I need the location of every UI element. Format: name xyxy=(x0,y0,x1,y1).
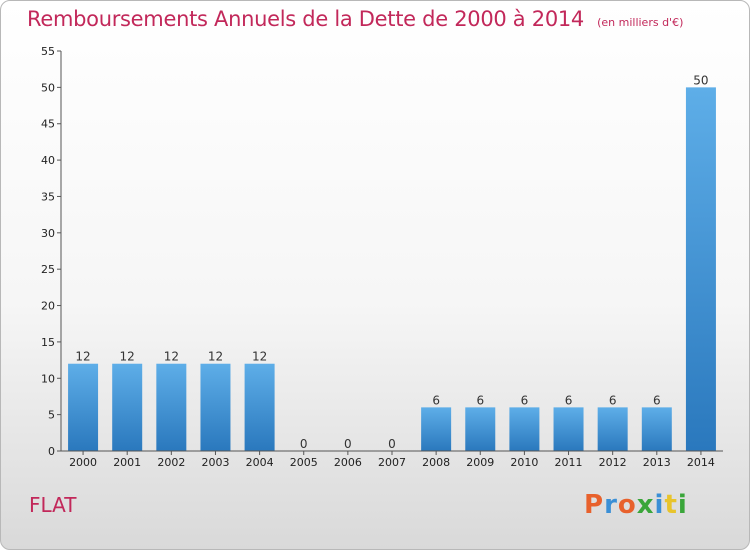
logo-letter: t xyxy=(664,490,678,520)
bar xyxy=(685,87,716,451)
x-tick-label: 2010 xyxy=(510,456,538,469)
bar-value-label: 6 xyxy=(476,393,484,407)
x-tick-label: 2002 xyxy=(157,456,185,469)
logo-letter: x xyxy=(636,490,655,520)
bar-value-label: 6 xyxy=(565,393,573,407)
commune-name: FLAT xyxy=(29,493,77,517)
bar-value-label: 50 xyxy=(693,73,708,87)
chart-subtitle: (en milliers d'€) xyxy=(597,16,684,29)
y-tick-label: 0 xyxy=(48,445,55,458)
x-tick-label: 2014 xyxy=(687,456,715,469)
logo-letter: i xyxy=(677,490,688,520)
x-tick-label: 2006 xyxy=(334,456,362,469)
bar-value-label: 12 xyxy=(120,350,135,364)
y-tick-label: 35 xyxy=(41,190,55,203)
y-tick-label: 15 xyxy=(41,336,55,349)
bar-value-label: 12 xyxy=(252,350,267,364)
x-tick-label: 2003 xyxy=(201,456,229,469)
x-tick-label: 2005 xyxy=(290,456,318,469)
x-tick-label: 2007 xyxy=(378,456,406,469)
y-tick-label: 10 xyxy=(41,372,55,385)
bar-value-label: 0 xyxy=(300,437,308,451)
y-tick-label: 45 xyxy=(41,118,55,131)
bar-value-label: 6 xyxy=(609,393,617,407)
x-tick-label: 2004 xyxy=(246,456,274,469)
bar xyxy=(509,407,540,451)
y-tick-label: 40 xyxy=(41,154,55,167)
y-tick-label: 5 xyxy=(48,409,55,422)
logo-letter: P xyxy=(584,490,605,520)
y-tick-label: 30 xyxy=(41,227,55,240)
bar-value-label: 0 xyxy=(388,437,396,451)
logo-letter: i xyxy=(654,490,665,520)
y-tick-label: 50 xyxy=(41,81,55,94)
x-tick-label: 2009 xyxy=(466,456,494,469)
bar xyxy=(112,363,143,451)
logo-letter: o xyxy=(617,490,637,520)
proxiti-logo[interactable]: Proxiti xyxy=(584,490,688,520)
logo-letter: r xyxy=(604,490,618,520)
x-tick-label: 2001 xyxy=(113,456,141,469)
bar xyxy=(421,407,452,451)
x-tick-label: 2013 xyxy=(643,456,671,469)
bar-value-label: 0 xyxy=(344,437,352,451)
bar xyxy=(465,407,496,451)
bar-value-label: 6 xyxy=(653,393,661,407)
chart-title: Remboursements Annuels de la Dette de 20… xyxy=(27,7,584,31)
x-tick-label: 2011 xyxy=(555,456,583,469)
bar-value-label: 12 xyxy=(208,350,223,364)
bar xyxy=(244,363,275,451)
bar xyxy=(553,407,584,451)
bar xyxy=(200,363,231,451)
x-tick-label: 2012 xyxy=(599,456,627,469)
bar xyxy=(641,407,672,451)
y-tick-label: 25 xyxy=(41,263,55,276)
bar-value-label: 12 xyxy=(75,350,90,364)
bar xyxy=(597,407,628,451)
bar-value-label: 6 xyxy=(521,393,529,407)
bar xyxy=(156,363,187,451)
y-tick-label: 55 xyxy=(41,45,55,58)
chart-title-row: Remboursements Annuels de la Dette de 20… xyxy=(27,7,683,31)
bar-value-label: 12 xyxy=(164,350,179,364)
y-tick-label: 20 xyxy=(41,300,55,313)
bar-value-label: 6 xyxy=(432,393,440,407)
x-tick-label: 2000 xyxy=(69,456,97,469)
x-tick-label: 2008 xyxy=(422,456,450,469)
bar xyxy=(68,363,99,451)
